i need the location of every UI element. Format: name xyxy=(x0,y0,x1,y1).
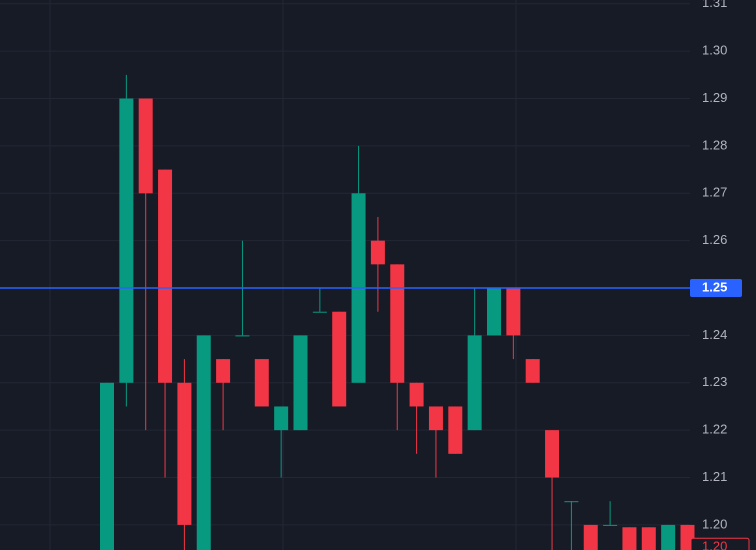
candle-body xyxy=(274,406,289,431)
candle-body xyxy=(254,359,269,407)
candle-body xyxy=(332,311,347,407)
candle-body xyxy=(409,382,424,407)
candle-body xyxy=(370,240,385,265)
candle-body xyxy=(428,406,443,431)
y-tick-label: 1.27 xyxy=(702,185,727,200)
candle-body xyxy=(506,288,521,336)
current-price-box xyxy=(690,537,750,550)
y-tick-label: 1.23 xyxy=(702,374,727,389)
y-tick-label: 1.29 xyxy=(702,90,727,105)
candle-body xyxy=(525,359,540,383)
candle-body xyxy=(390,264,405,383)
candle-body xyxy=(293,335,308,431)
candle-body xyxy=(641,527,656,550)
y-tick-label: 1.30 xyxy=(702,43,727,58)
candle-body xyxy=(235,335,250,337)
current-price-label: 1.20 xyxy=(702,539,727,550)
y-tick-label: 1.24 xyxy=(702,327,727,342)
candle-body xyxy=(138,98,153,194)
candle-body xyxy=(622,527,637,550)
candle-body xyxy=(119,98,134,383)
candle-body xyxy=(158,169,173,383)
candle-body xyxy=(661,524,676,550)
candle-body xyxy=(196,335,211,550)
candle-body xyxy=(583,524,598,550)
y-tick-label: 1.22 xyxy=(702,422,727,437)
y-tick-label: 1.20 xyxy=(702,516,727,531)
candle-body xyxy=(487,288,501,336)
candle-body xyxy=(467,335,482,431)
candle-body xyxy=(312,311,327,313)
candle-body xyxy=(603,524,618,526)
y-tick-label: 1.26 xyxy=(702,232,727,247)
price-label-box xyxy=(690,279,742,298)
candle-body xyxy=(177,382,192,525)
candle-body xyxy=(100,382,114,550)
candle-body xyxy=(216,359,231,383)
y-tick-label: 1.31 xyxy=(702,0,727,10)
price-label: 1.25 xyxy=(702,279,727,294)
candle-body xyxy=(448,406,463,454)
y-tick-label: 1.21 xyxy=(702,469,727,484)
candle-body xyxy=(564,501,579,503)
candle-body xyxy=(545,430,560,478)
y-tick-label: 1.28 xyxy=(702,137,727,152)
